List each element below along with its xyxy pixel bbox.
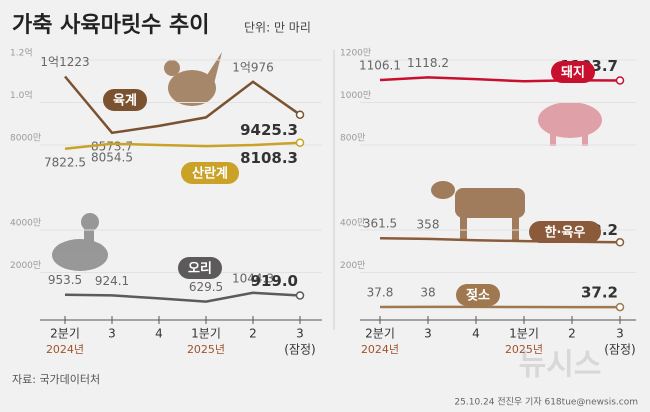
legend-badge (103, 89, 147, 111)
legend-badge (551, 61, 595, 83)
value-label: 953.5 (48, 273, 82, 287)
last-point (295, 138, 305, 147)
value-label: 919.0 (251, 272, 298, 290)
x-sublabel: 2024년 (46, 343, 84, 356)
legend-badge (178, 257, 222, 279)
x-tick-label: 1분기 (191, 327, 221, 341)
x-tick-label: 2 (249, 327, 257, 341)
value-label: 9425.3 (240, 121, 298, 139)
last-point (295, 291, 305, 300)
legend-badge (529, 221, 601, 243)
x-tick-label: 3 (296, 327, 304, 341)
x-sublabel: (잠정) (604, 343, 635, 357)
value-label: 924.1 (95, 274, 129, 288)
legend-label: 젖소 (466, 289, 490, 304)
legend-label: 산란계 (192, 166, 228, 182)
legend-label: 오리 (188, 261, 212, 277)
last-point (295, 110, 305, 119)
x-tick-label: 2 (568, 327, 576, 341)
x-tick-label: 3 (616, 327, 624, 341)
cow-illustration (431, 181, 525, 240)
legend-label: 돼지 (561, 65, 585, 81)
value-label: 1106.1 (359, 58, 401, 72)
value-label: 38 (420, 285, 435, 299)
series-line (64, 291, 301, 303)
value-label: 37.2 (581, 284, 618, 302)
y-tick-label: 8000만 (10, 133, 41, 144)
y-tick-label: 1000만 (340, 90, 371, 101)
value-label: 1118.2 (407, 56, 449, 70)
y-tick-label: 200만 (340, 260, 365, 271)
x-tick-label: 2분기 (365, 327, 395, 341)
pig-illustration (538, 102, 602, 146)
value-label: 1044.3 (232, 271, 274, 285)
title: 가축 사육마릿수 추이 (12, 13, 209, 38)
value-label: 629.5 (189, 280, 223, 294)
unit: 단위: 만 마리 (244, 21, 311, 35)
last-point (615, 76, 625, 85)
y-tick-label: 4000만 (10, 218, 41, 229)
legend-badge (181, 162, 239, 184)
x-sublabel: 2025년 (505, 343, 543, 356)
x-sublabel: (잠정) (284, 343, 315, 357)
legend-badge (456, 284, 500, 306)
value-label: 37.8 (367, 285, 394, 299)
legend-label: 한·육우 (545, 225, 586, 241)
credit: 25.10.24 전진우 기자 618tue@newsis.com (454, 397, 638, 408)
y-tick-label: 800만 (340, 133, 365, 144)
x-tick-label: 4 (472, 327, 480, 341)
legend-label: 육계 (113, 93, 137, 109)
last-point (615, 302, 625, 312)
y-tick-label: 1.0억 (10, 89, 33, 101)
value-label: 358 (417, 217, 440, 231)
series-line (64, 141, 301, 151)
value-label: 361.5 (363, 217, 397, 231)
y-tick-label: 1200만 (340, 48, 371, 59)
y-tick-label: 2000만 (10, 260, 41, 271)
last-point (615, 238, 625, 247)
x-sublabel: 2025년 (187, 343, 225, 356)
value-label: 8573.7 (91, 139, 133, 153)
y-tick-label: 1.2억 (10, 47, 33, 59)
x-tick-label: 4 (155, 327, 163, 341)
value-label: 1억1223 (40, 55, 89, 69)
value-label: 8054.5 (91, 150, 133, 164)
value-label: 1억976 (232, 60, 274, 74)
x-tick-label: 2분기 (50, 327, 80, 341)
x-tick-label: 3 (108, 327, 116, 341)
x-tick-label: 3 (424, 327, 432, 341)
series-line (64, 75, 301, 135)
value-label: 7822.5 (44, 155, 86, 169)
value-label: 8108.3 (240, 149, 298, 167)
y-tick-label: 400만 (340, 218, 365, 229)
duck-illustration (52, 213, 108, 271)
x-tick-label: 1분기 (509, 327, 539, 341)
x-sublabel: 2024년 (361, 343, 399, 356)
source: 자료: 국가데이터처 (12, 373, 100, 386)
logo: 뉴시스 (519, 348, 602, 383)
